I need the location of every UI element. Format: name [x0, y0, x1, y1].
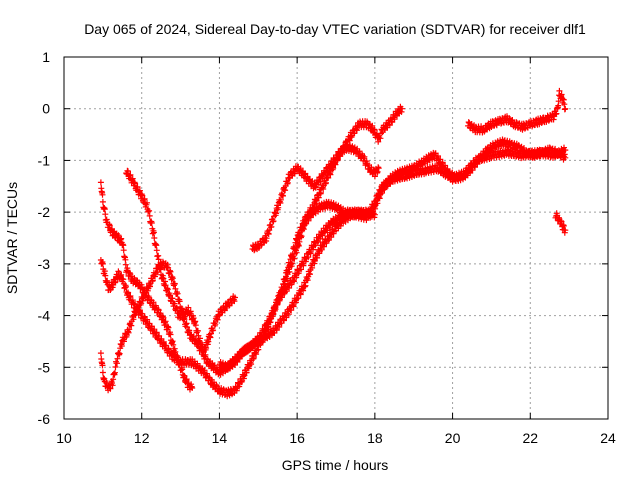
- series-track-4: [123, 167, 238, 356]
- y-axis: 1 0 -1 -2 -3 -4 -5 -6: [38, 49, 608, 427]
- x-axis-label: GPS time / hours: [282, 457, 389, 473]
- y-axis-label: SDTVAR / TECUs: [4, 182, 20, 294]
- x-tick-label: 12: [134, 430, 150, 446]
- series-track-5: [249, 141, 382, 254]
- y-tick-label: 0: [42, 101, 50, 117]
- x-tick-label: 20: [445, 430, 461, 446]
- plot-frame: [63, 56, 609, 420]
- series-track-8: [465, 87, 569, 136]
- x-axis: 10 12 14 16 18 20 22 24: [56, 57, 616, 446]
- x-tick-label: 24: [600, 430, 616, 446]
- marker-path: [274, 136, 569, 304]
- x-tick-label: 22: [522, 430, 538, 446]
- x-tick-label: 14: [212, 430, 228, 446]
- marker-path: [123, 167, 238, 356]
- marker-path: [465, 87, 569, 136]
- x-tick-label: 18: [367, 430, 383, 446]
- x-tick-label: 10: [56, 430, 72, 446]
- y-tick-label: -1: [38, 152, 51, 168]
- y-tick-label: -5: [38, 359, 51, 375]
- marker-path: [97, 179, 196, 393]
- marker-path: [249, 141, 382, 254]
- y-tick-label: -4: [38, 308, 51, 324]
- series-track-9: [552, 210, 569, 236]
- grid: [64, 57, 608, 419]
- data-points: [97, 87, 569, 400]
- series-track-7: [274, 136, 569, 304]
- y-tick-label: 1: [42, 49, 50, 65]
- y-tick-label: -2: [38, 204, 51, 220]
- x-tick-label: 16: [289, 430, 305, 446]
- y-tick-label: -6: [38, 411, 51, 427]
- series-track-1: [97, 179, 196, 393]
- chart-title: Day 065 of 2024, Sidereal Day-to-day VTE…: [84, 21, 586, 37]
- y-tick-label: -3: [38, 256, 51, 272]
- marker-path: [552, 210, 569, 236]
